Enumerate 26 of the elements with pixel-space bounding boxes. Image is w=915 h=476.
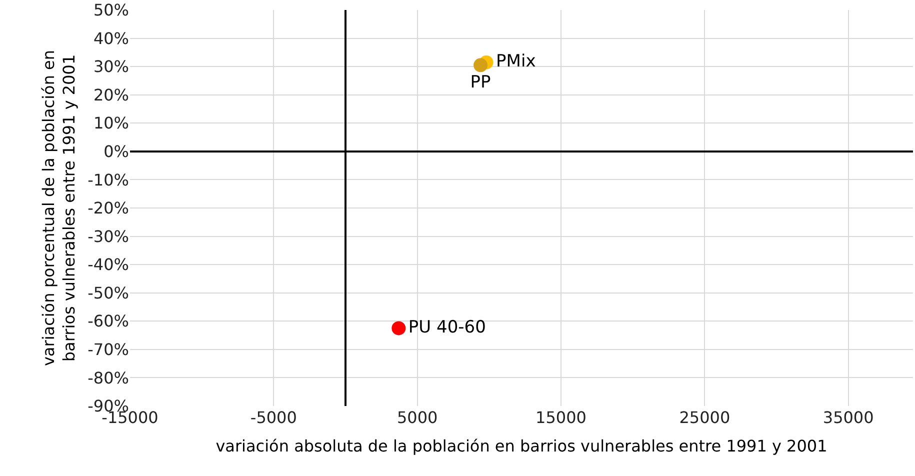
y-tick-label: -80% [88, 368, 129, 388]
x-tick-label: 35000 [822, 408, 874, 427]
y-tick-label: 0% [104, 142, 129, 162]
y-tick-label: 20% [93, 85, 129, 104]
y-tick-label: 50% [93, 0, 129, 20]
y-tick-label: -20% [88, 198, 129, 218]
y-tick-label: -50% [88, 283, 129, 302]
x-tick-label: 25000 [679, 408, 730, 427]
y-tick-label: -10% [88, 170, 129, 190]
y-tick-label: 30% [93, 57, 129, 76]
y-tick-label: -70% [88, 340, 129, 360]
series-label: PMix [496, 52, 536, 72]
y-axis-title: variación porcentual de la población en barrios vulnerables entre 1991 y 2001 [38, 50, 79, 366]
x-tick-label: 15000 [536, 408, 586, 427]
point [474, 58, 488, 72]
x-axis-title: variación absoluta de la población en barrios vulnerables entre 1991 y 2001 [216, 436, 828, 456]
y-tick-label: 40% [93, 28, 129, 48]
point [392, 321, 406, 336]
series-label: PP [470, 72, 491, 93]
y-tick-label: -30% [88, 226, 129, 246]
y-tick-label: 10% [93, 114, 129, 133]
y-tick-label: -40% [88, 255, 129, 274]
x-tick-label: -5000 [250, 408, 297, 427]
y-tick-label: -60% [88, 312, 129, 331]
series-label: PU 40-60 [408, 317, 486, 338]
x-tick-label: 5000 [396, 408, 438, 427]
